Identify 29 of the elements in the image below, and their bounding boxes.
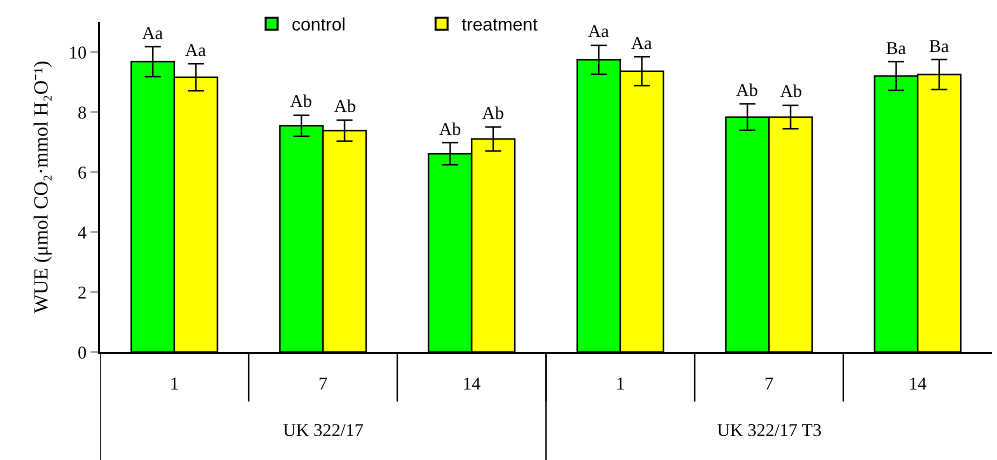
data-label: Aa bbox=[588, 21, 609, 41]
data-label: Ab bbox=[482, 103, 504, 123]
data-label: Ab bbox=[439, 119, 461, 139]
y-tick-label: 10 bbox=[68, 42, 87, 62]
legend-label: treatment bbox=[462, 14, 538, 35]
data-label: Ab bbox=[780, 81, 802, 101]
y-tick-label: 0 bbox=[78, 342, 87, 362]
x-tick-label: 14 bbox=[462, 373, 481, 394]
data-label: Aa bbox=[142, 23, 163, 43]
x-tick-label: 14 bbox=[908, 373, 927, 394]
x-tick-label: 1 bbox=[616, 373, 625, 394]
data-label: Ab bbox=[290, 91, 312, 111]
data-label: Ab bbox=[736, 80, 758, 100]
y-tick-label: 8 bbox=[78, 102, 87, 122]
x-tick-label: 1 bbox=[170, 373, 179, 394]
data-label: Ab bbox=[334, 96, 356, 116]
y-tick-label: 6 bbox=[78, 162, 87, 182]
x-tick-label: 7 bbox=[318, 373, 328, 394]
data-label: Aa bbox=[631, 33, 652, 53]
text: UK 322/17 bbox=[283, 420, 364, 440]
data-label: Ba bbox=[929, 36, 950, 56]
data-label: Ba bbox=[886, 38, 906, 58]
legend-label: control bbox=[292, 14, 346, 35]
y-axis-title: WUE (μmol CO₂·mmol H₂O⁻¹) bbox=[30, 60, 53, 314]
x-tick-label: 7 bbox=[764, 373, 774, 394]
text: UK 322/17 T3 bbox=[717, 420, 822, 440]
y-tick-label: 2 bbox=[78, 282, 87, 302]
y-tick-label: 4 bbox=[78, 222, 87, 242]
data-label: Aa bbox=[185, 40, 206, 60]
